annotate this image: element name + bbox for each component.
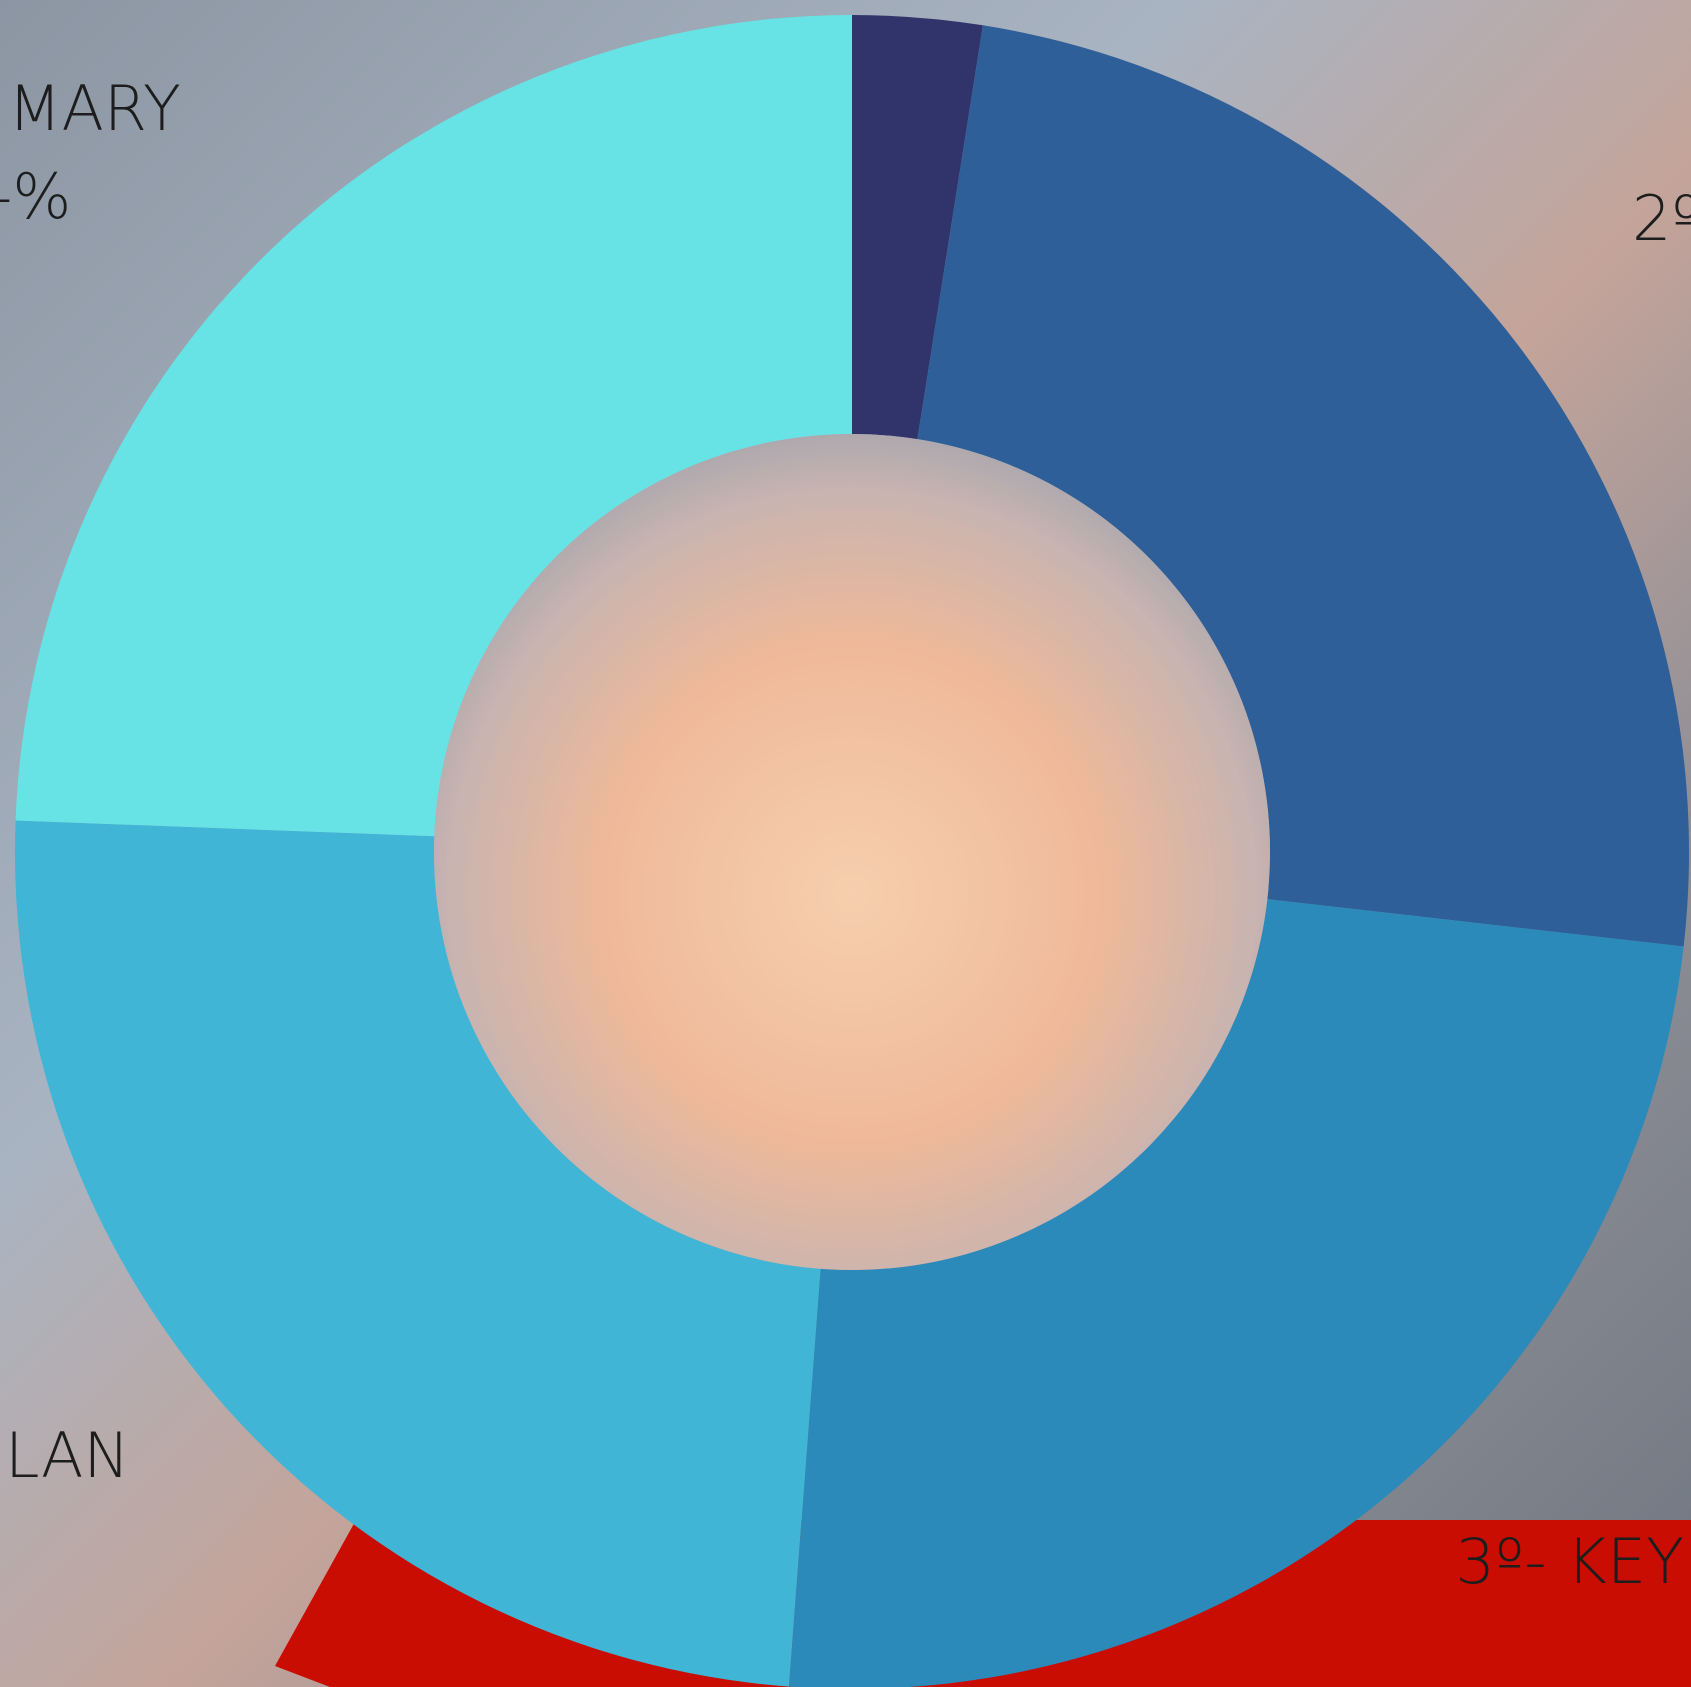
slide-label: LAN <box>5 1419 130 1492</box>
slide: MARY -% 2º LAN 3º- KEY <box>0 0 1691 1687</box>
slide-title: MARY <box>8 72 181 145</box>
slide-label: 3º- KEY <box>1456 1525 1684 1598</box>
donut-chart <box>15 15 1689 1687</box>
page: {"chart_data": {"type": "donut", "values… <box>0 0 1691 1687</box>
donut-center-image <box>434 434 1270 1270</box>
slide-value: -% <box>0 160 71 233</box>
slide-label: 2º <box>1632 182 1691 255</box>
